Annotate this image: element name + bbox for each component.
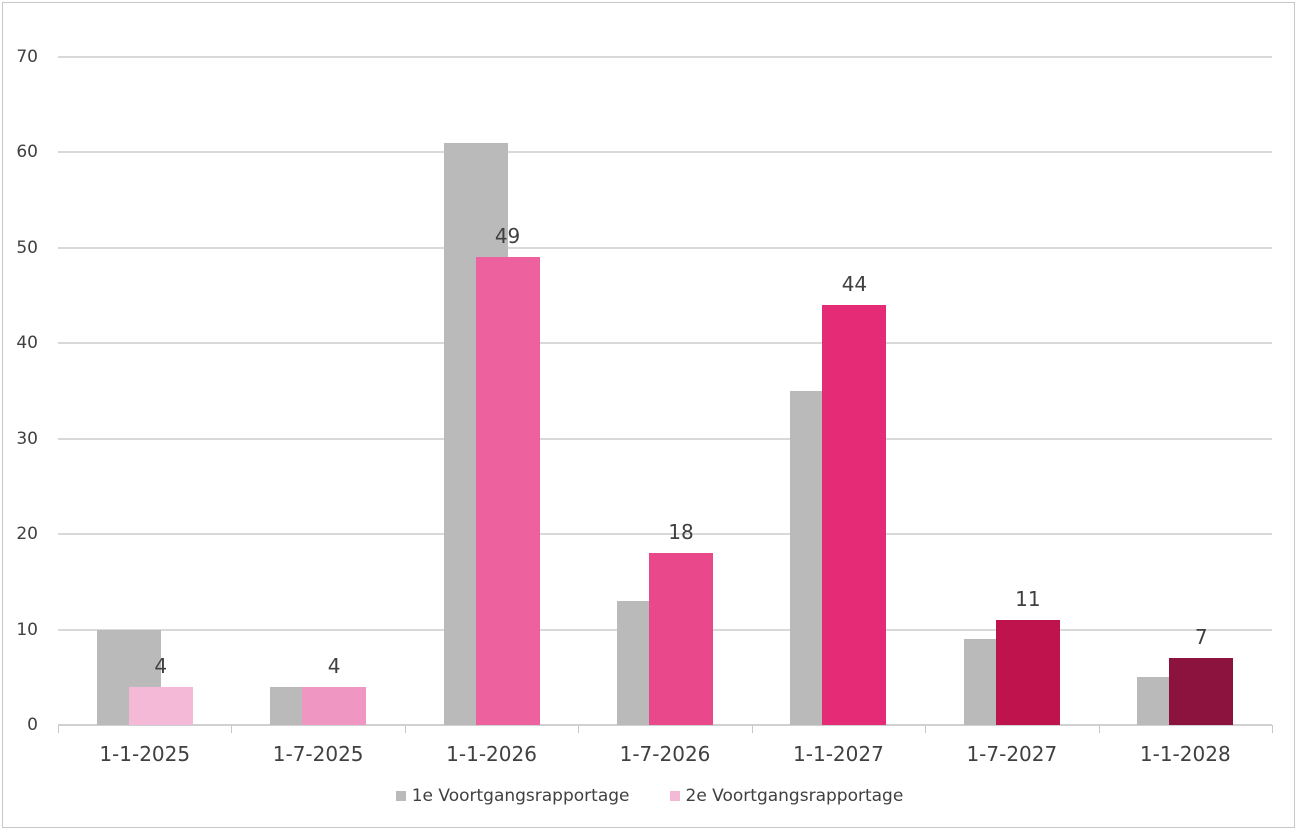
x-tick-label: 1-1-2028 xyxy=(1139,742,1231,766)
gridline xyxy=(58,342,1272,345)
x-axis-tick xyxy=(578,725,580,733)
gridline xyxy=(58,151,1272,154)
x-tick-label: 1-7-2027 xyxy=(966,742,1058,766)
data-label: 18 xyxy=(668,520,694,545)
x-axis-tick xyxy=(1098,725,1100,733)
y-tick-label: 50 xyxy=(16,237,38,258)
data-label: 7 xyxy=(1194,625,1208,650)
x-axis-tick xyxy=(925,725,927,733)
data-label: 44 xyxy=(841,272,868,297)
x-axis-tick xyxy=(404,725,406,733)
data-label: 11 xyxy=(1015,587,1041,612)
gridline xyxy=(58,246,1272,249)
x-axis-line xyxy=(58,724,1272,726)
y-tick-label: 60 xyxy=(16,142,38,163)
y-tick-label: 10 xyxy=(16,619,38,640)
gridline xyxy=(58,437,1272,440)
x-tick-label: 1-7-2025 xyxy=(272,742,364,766)
y-tick-label: 30 xyxy=(16,428,38,449)
y-tick-label: 70 xyxy=(16,47,38,67)
legend-label: 1e Voortgangsrapportage xyxy=(411,786,630,806)
y-tick-label: 0 xyxy=(27,715,38,735)
bar-series-2 xyxy=(128,686,193,725)
x-tick-label: 1-1-2027 xyxy=(793,742,884,766)
bar-series-2 xyxy=(995,620,1060,725)
data-label: 4 xyxy=(327,653,341,678)
bar-series-2 xyxy=(822,305,887,725)
legend: 1e Voortgangsrapportage 2e Voortgangsrap… xyxy=(0,786,1299,806)
bar-series-2 xyxy=(475,257,540,725)
x-axis-tick xyxy=(751,725,753,733)
legend-swatch-icon xyxy=(395,791,406,801)
gridline xyxy=(58,533,1272,536)
x-tick-label: 1-7-2026 xyxy=(619,742,711,766)
legend-item-series-1: 1e Voortgangsrapportage xyxy=(395,786,630,806)
bar-series-2 xyxy=(302,686,367,725)
y-tick-label: 20 xyxy=(16,524,38,545)
x-axis-tick xyxy=(1272,725,1273,733)
x-axis-tick xyxy=(231,725,233,733)
gridline xyxy=(58,56,1272,58)
x-tick-label: 1-1-2025 xyxy=(99,742,191,766)
legend-label: 2e Voortgangsrapportage xyxy=(685,786,904,806)
data-label: 49 xyxy=(494,224,521,249)
x-tick-label: 1-1-2026 xyxy=(446,742,537,766)
y-tick-label: 40 xyxy=(16,333,38,354)
bar-series-2 xyxy=(649,553,713,725)
legend-swatch-icon xyxy=(669,791,680,801)
data-label: 4 xyxy=(154,653,168,678)
bar-series-2 xyxy=(1169,658,1234,725)
x-axis-tick xyxy=(58,725,59,733)
legend-item-series-2: 2e Voortgangsrapportage xyxy=(669,786,904,806)
